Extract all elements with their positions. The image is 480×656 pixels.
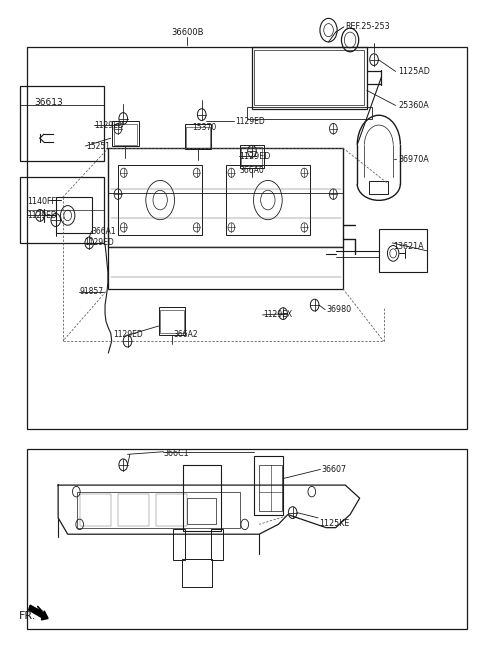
Bar xyxy=(80,494,111,525)
Text: 366A2: 366A2 xyxy=(173,330,198,339)
Text: 1129ED: 1129ED xyxy=(235,117,265,126)
Bar xyxy=(185,125,211,150)
Bar xyxy=(181,559,212,586)
Bar xyxy=(240,145,264,168)
Text: 36600B: 36600B xyxy=(171,28,204,37)
Bar xyxy=(27,449,468,629)
Text: 1140FF: 1140FF xyxy=(27,197,56,205)
Bar xyxy=(379,229,427,272)
Bar xyxy=(247,107,372,119)
Text: 1129ED: 1129ED xyxy=(94,121,124,130)
Bar xyxy=(369,180,388,194)
Bar xyxy=(160,310,183,333)
Bar xyxy=(259,466,282,511)
Text: 1129ED: 1129ED xyxy=(113,330,143,339)
Bar xyxy=(241,148,263,167)
Bar xyxy=(27,47,468,430)
Text: 36980: 36980 xyxy=(326,305,351,314)
Bar xyxy=(173,529,185,560)
Bar xyxy=(118,494,149,525)
Text: 36613: 36613 xyxy=(34,98,63,107)
Bar xyxy=(252,47,367,109)
Bar xyxy=(211,529,223,560)
Text: 91857: 91857 xyxy=(80,287,104,297)
Text: 366A1: 366A1 xyxy=(92,226,116,236)
Bar xyxy=(182,466,221,531)
Text: 366A0: 366A0 xyxy=(239,167,264,175)
Text: 1129ED: 1129ED xyxy=(239,152,270,161)
Text: REF.25-253: REF.25-253 xyxy=(345,22,390,31)
Text: 1125AD: 1125AD xyxy=(398,67,430,76)
Text: 15251: 15251 xyxy=(86,142,110,150)
Text: 1129EX: 1129EX xyxy=(263,310,292,319)
Text: 36970A: 36970A xyxy=(398,155,429,163)
Bar xyxy=(118,165,203,236)
Text: 1129ED: 1129ED xyxy=(27,211,57,220)
Bar xyxy=(112,121,139,146)
Text: 36607: 36607 xyxy=(322,465,347,474)
Bar xyxy=(114,124,137,145)
Bar xyxy=(108,148,343,247)
FancyArrow shape xyxy=(29,605,48,620)
Bar xyxy=(77,491,240,527)
Bar xyxy=(158,307,185,335)
Bar xyxy=(186,127,210,148)
Text: 13621A: 13621A xyxy=(393,242,424,251)
Text: 366C1: 366C1 xyxy=(163,449,189,458)
Bar xyxy=(20,177,104,243)
Bar xyxy=(20,86,104,161)
Bar xyxy=(254,456,283,514)
Text: 15370: 15370 xyxy=(192,123,216,133)
Bar xyxy=(187,498,216,524)
Text: 1129ED: 1129ED xyxy=(84,238,114,247)
Text: FR.: FR. xyxy=(19,611,36,621)
Text: 1125KE: 1125KE xyxy=(319,519,349,527)
Bar xyxy=(226,165,310,236)
Bar xyxy=(254,50,364,106)
Text: 25360A: 25360A xyxy=(398,101,429,110)
Bar xyxy=(156,494,187,525)
Bar xyxy=(56,197,92,233)
